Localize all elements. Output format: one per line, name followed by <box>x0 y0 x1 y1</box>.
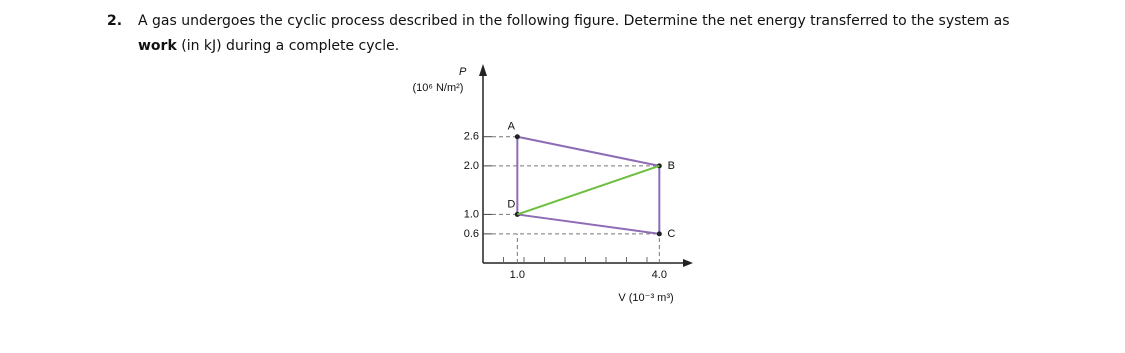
y-tick-label: 0.6 <box>464 228 479 240</box>
y-label: P <box>459 66 467 78</box>
process-path <box>517 164 660 216</box>
state-label: D <box>507 198 515 210</box>
state-label: B <box>668 160 675 172</box>
question-rest: (in kJ) during a complete cycle. <box>181 38 400 54</box>
x-tick-label: 4.0 <box>652 269 667 281</box>
question-text-2: work (in kJ) during a complete cycle. <box>138 38 399 54</box>
state-point <box>656 231 662 237</box>
state-label: C <box>667 228 675 240</box>
y-tick-label: 2.6 <box>464 131 479 143</box>
x-label: V (10⁻³ m³) <box>618 292 673 304</box>
bold-word: work <box>138 38 177 54</box>
state-label: A <box>508 121 516 133</box>
state-point <box>514 134 520 140</box>
question-number: 2. <box>107 13 123 29</box>
y-arrow <box>479 64 487 76</box>
y-unit: (10⁶ N/m²) <box>413 82 464 94</box>
x-tick-label: 1.0 <box>510 269 525 281</box>
process-path <box>516 135 661 236</box>
y-tick-label: 1.0 <box>464 208 479 220</box>
question-text: A gas undergoes the cyclic process descr… <box>138 13 1010 29</box>
y-tick-label: 2.0 <box>464 160 479 172</box>
x-arrow <box>683 259 693 267</box>
